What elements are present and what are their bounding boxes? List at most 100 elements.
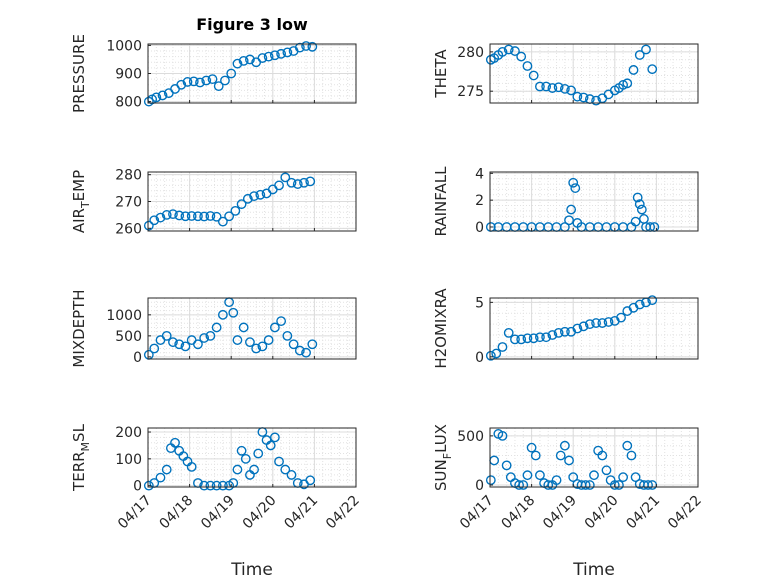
x-tick-label: 04/20: [240, 493, 280, 533]
y-tick-label: 280: [457, 45, 484, 61]
data-point: [299, 177, 309, 188]
data-point: [157, 90, 168, 101]
data-point: [155, 472, 166, 483]
data-point: [193, 211, 203, 222]
data-point: [280, 464, 291, 475]
data-point: [220, 75, 230, 86]
data-point: [535, 81, 545, 92]
data-point: [224, 211, 235, 222]
data-point: [559, 83, 570, 94]
data-point: [528, 70, 539, 81]
data-point: [572, 323, 583, 334]
subplot-pressure: 800 900 1000 PRESSURE: [70, 34, 357, 113]
subplot-terr-msl: 04/17 04/18 04/19 04/20 04/21 04/22 0 100 200 TER…: [70, 423, 363, 532]
data-point: [643, 480, 653, 490]
data-point: [174, 210, 185, 221]
data-point: [240, 453, 251, 464]
data-point: [501, 460, 512, 471]
data-point: [510, 334, 520, 345]
y-tick-label: 1000: [106, 38, 142, 54]
data-point: [251, 343, 262, 354]
data-point: [161, 330, 172, 341]
axes-box: [147, 427, 357, 488]
data-point: [634, 50, 645, 60]
data-point: [564, 455, 574, 466]
data-point: [622, 78, 633, 89]
data-point: [553, 82, 564, 93]
x-tick-label: 04/22: [665, 493, 705, 533]
data-point: [553, 327, 564, 338]
y-tick-label: 100: [115, 452, 142, 468]
data-point: [641, 44, 651, 55]
data-point: [547, 83, 558, 93]
x-tick-label: 04/20: [582, 493, 622, 533]
data-point: [516, 51, 527, 62]
data-point: [535, 470, 545, 481]
data-point: [238, 55, 249, 66]
data-point: [226, 68, 237, 79]
data-point: [580, 480, 591, 490]
data-point: [269, 322, 280, 333]
data-point: [294, 42, 305, 53]
data-point: [497, 342, 508, 352]
data-point: [249, 464, 259, 475]
data-point: [143, 480, 154, 491]
data-point: [205, 480, 216, 491]
data-point: [186, 461, 197, 472]
data-point: [274, 180, 284, 191]
data-point: [180, 211, 191, 222]
data-point: [205, 211, 216, 221]
data-point: [628, 65, 639, 75]
y-tick-label: 280: [115, 168, 142, 184]
y-tick-label: 500: [457, 429, 484, 445]
data-point: [255, 189, 266, 200]
data-point: [292, 179, 303, 189]
data-point: [168, 337, 178, 348]
data-point: [307, 41, 318, 52]
y-axis-label: H2OMIXRA: [432, 288, 450, 369]
data-point: [578, 321, 589, 332]
figure-title: Figure 3 low: [196, 15, 308, 34]
y-tick-label: 800: [115, 95, 142, 111]
data-point: [301, 347, 311, 358]
data-point: [176, 79, 187, 90]
data-point: [193, 339, 203, 350]
data-point: [584, 319, 595, 330]
data-point: [257, 341, 268, 352]
data-point: [526, 442, 537, 453]
x-tick-label: 04/17: [457, 493, 497, 533]
data-point: [566, 204, 577, 215]
data-point: [269, 50, 280, 61]
data-point: [217, 480, 228, 491]
data-point: [597, 318, 608, 328]
data-point: [282, 330, 293, 341]
data-point: [568, 177, 579, 188]
y-tick-label: 500: [115, 329, 142, 345]
data-point: [522, 470, 533, 481]
data-point: [286, 177, 297, 188]
data-point: [489, 455, 500, 466]
data-point: [305, 475, 316, 486]
data-point: [207, 74, 218, 85]
data-point: [505, 472, 516, 483]
data-point: [522, 61, 533, 71]
data-point: [274, 456, 284, 467]
y-tick-label: 0: [475, 220, 484, 236]
data-point: [143, 220, 154, 231]
subplot-sun-flux: 04/17 04/18 04/19 04/20 04/21 04/22 0 500SUNFLU…: [432, 424, 705, 532]
subplot-air-temp: 260 270 280 AIRTEMP: [70, 168, 357, 237]
data-point: [155, 212, 166, 223]
data-point: [236, 445, 247, 456]
data-point: [263, 51, 274, 62]
data-point: [497, 430, 508, 441]
data-point: [217, 216, 228, 227]
data-point: [541, 81, 552, 92]
y-axis-label: THETA: [432, 49, 450, 99]
data-point: [245, 54, 255, 65]
data-point: [236, 199, 247, 210]
subplot-mixdepth: 0 500 1000 MIXDEPTH: [70, 289, 357, 368]
data-point: [186, 211, 197, 221]
data-point: [199, 333, 210, 343]
y-tick-label: 200: [115, 425, 142, 441]
data-point: [634, 299, 645, 310]
